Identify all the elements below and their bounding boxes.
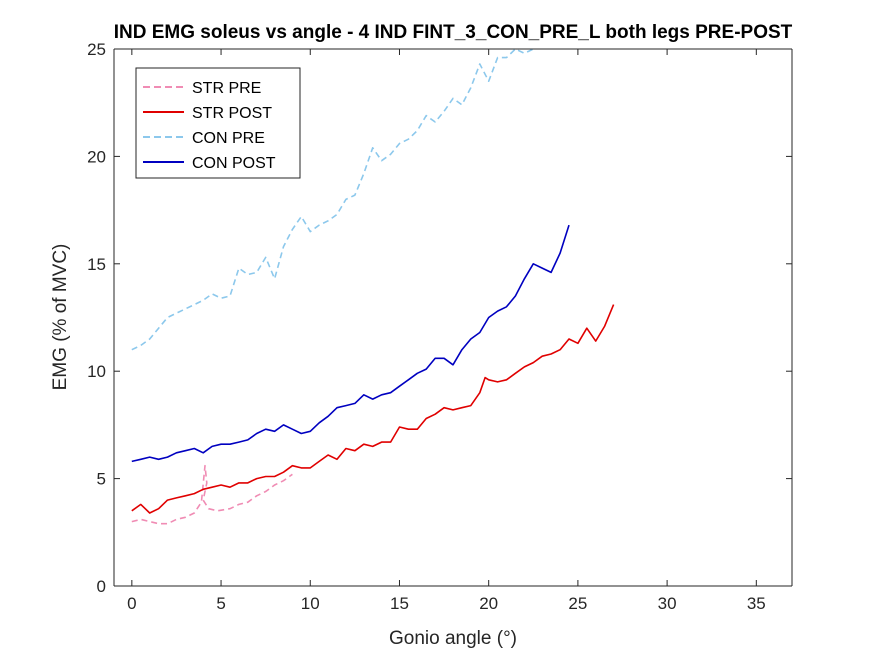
x-tick-label: 25 [568, 594, 587, 613]
x-tick-label: 20 [479, 594, 498, 613]
legend-label: STR PRE [192, 80, 261, 97]
x-tick-label: 5 [216, 594, 225, 613]
series-line-4 [131, 224, 570, 463]
legend-box [135, 67, 301, 179]
chart-title: IND EMG soleus vs angle - 4 IND FINT_3_C… [114, 22, 793, 43]
y-axis-label: EMG (% of MVC) [50, 244, 71, 391]
y-tick-label: 10 [87, 362, 106, 381]
legend-label: CON PRE [192, 130, 265, 147]
x-tick-label: 10 [301, 594, 320, 613]
x-tick-label: 15 [390, 594, 409, 613]
y-tick-label: 5 [97, 470, 106, 489]
x-tick-label: 30 [658, 594, 677, 613]
series-line-2 [131, 304, 615, 514]
series-layer [131, 49, 615, 525]
legend: STR PRE STR POST CON PRE CON POST [135, 67, 301, 179]
series-line-3 [131, 49, 534, 351]
legend-label: CON POST [192, 155, 276, 172]
y-tick-label: 15 [87, 255, 106, 274]
y-tick-label: 25 [87, 40, 106, 59]
x-axis-label: Gonio angle (°) [389, 628, 517, 649]
series-line-1 [131, 464, 293, 525]
axes: 0 5 10 15 20 25 30 35 0 5 10 15 20 25 [87, 40, 793, 613]
x-tick-label: 35 [747, 594, 766, 613]
y-tick-label: 20 [87, 147, 106, 166]
legend-label: STR POST [192, 105, 272, 122]
y-tick-label: 0 [97, 577, 106, 596]
x-tick-label: 0 [127, 594, 136, 613]
